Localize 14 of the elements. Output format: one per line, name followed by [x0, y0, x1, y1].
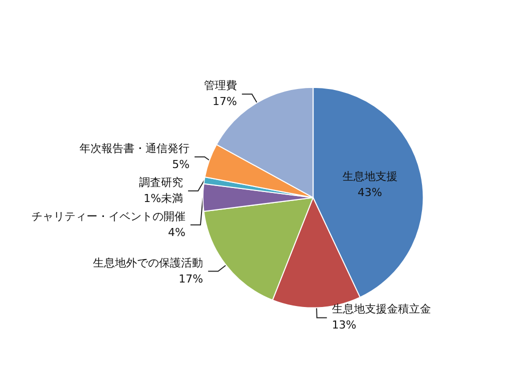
data-label: 5%	[172, 158, 190, 171]
slice-label: 生息地外での保護活動	[93, 256, 204, 270]
slice-label: 年次報告書・通信発行	[80, 142, 190, 155]
slice-label: 生息地支援	[342, 170, 398, 183]
slice-label: チャリティー・イベントの開催	[31, 210, 186, 223]
data-label: 13%	[332, 318, 356, 332]
slice-label: 生息地支援金積立金	[332, 302, 431, 316]
data-label: 17%	[178, 272, 204, 286]
data-label: 17%	[212, 95, 237, 108]
data-label: 4%	[168, 226, 186, 239]
slice-label: 調査研究	[139, 176, 184, 189]
data-label: 1%未満	[144, 192, 184, 205]
slice-label: 管理費	[204, 79, 237, 92]
data-label: 43%	[358, 186, 382, 199]
